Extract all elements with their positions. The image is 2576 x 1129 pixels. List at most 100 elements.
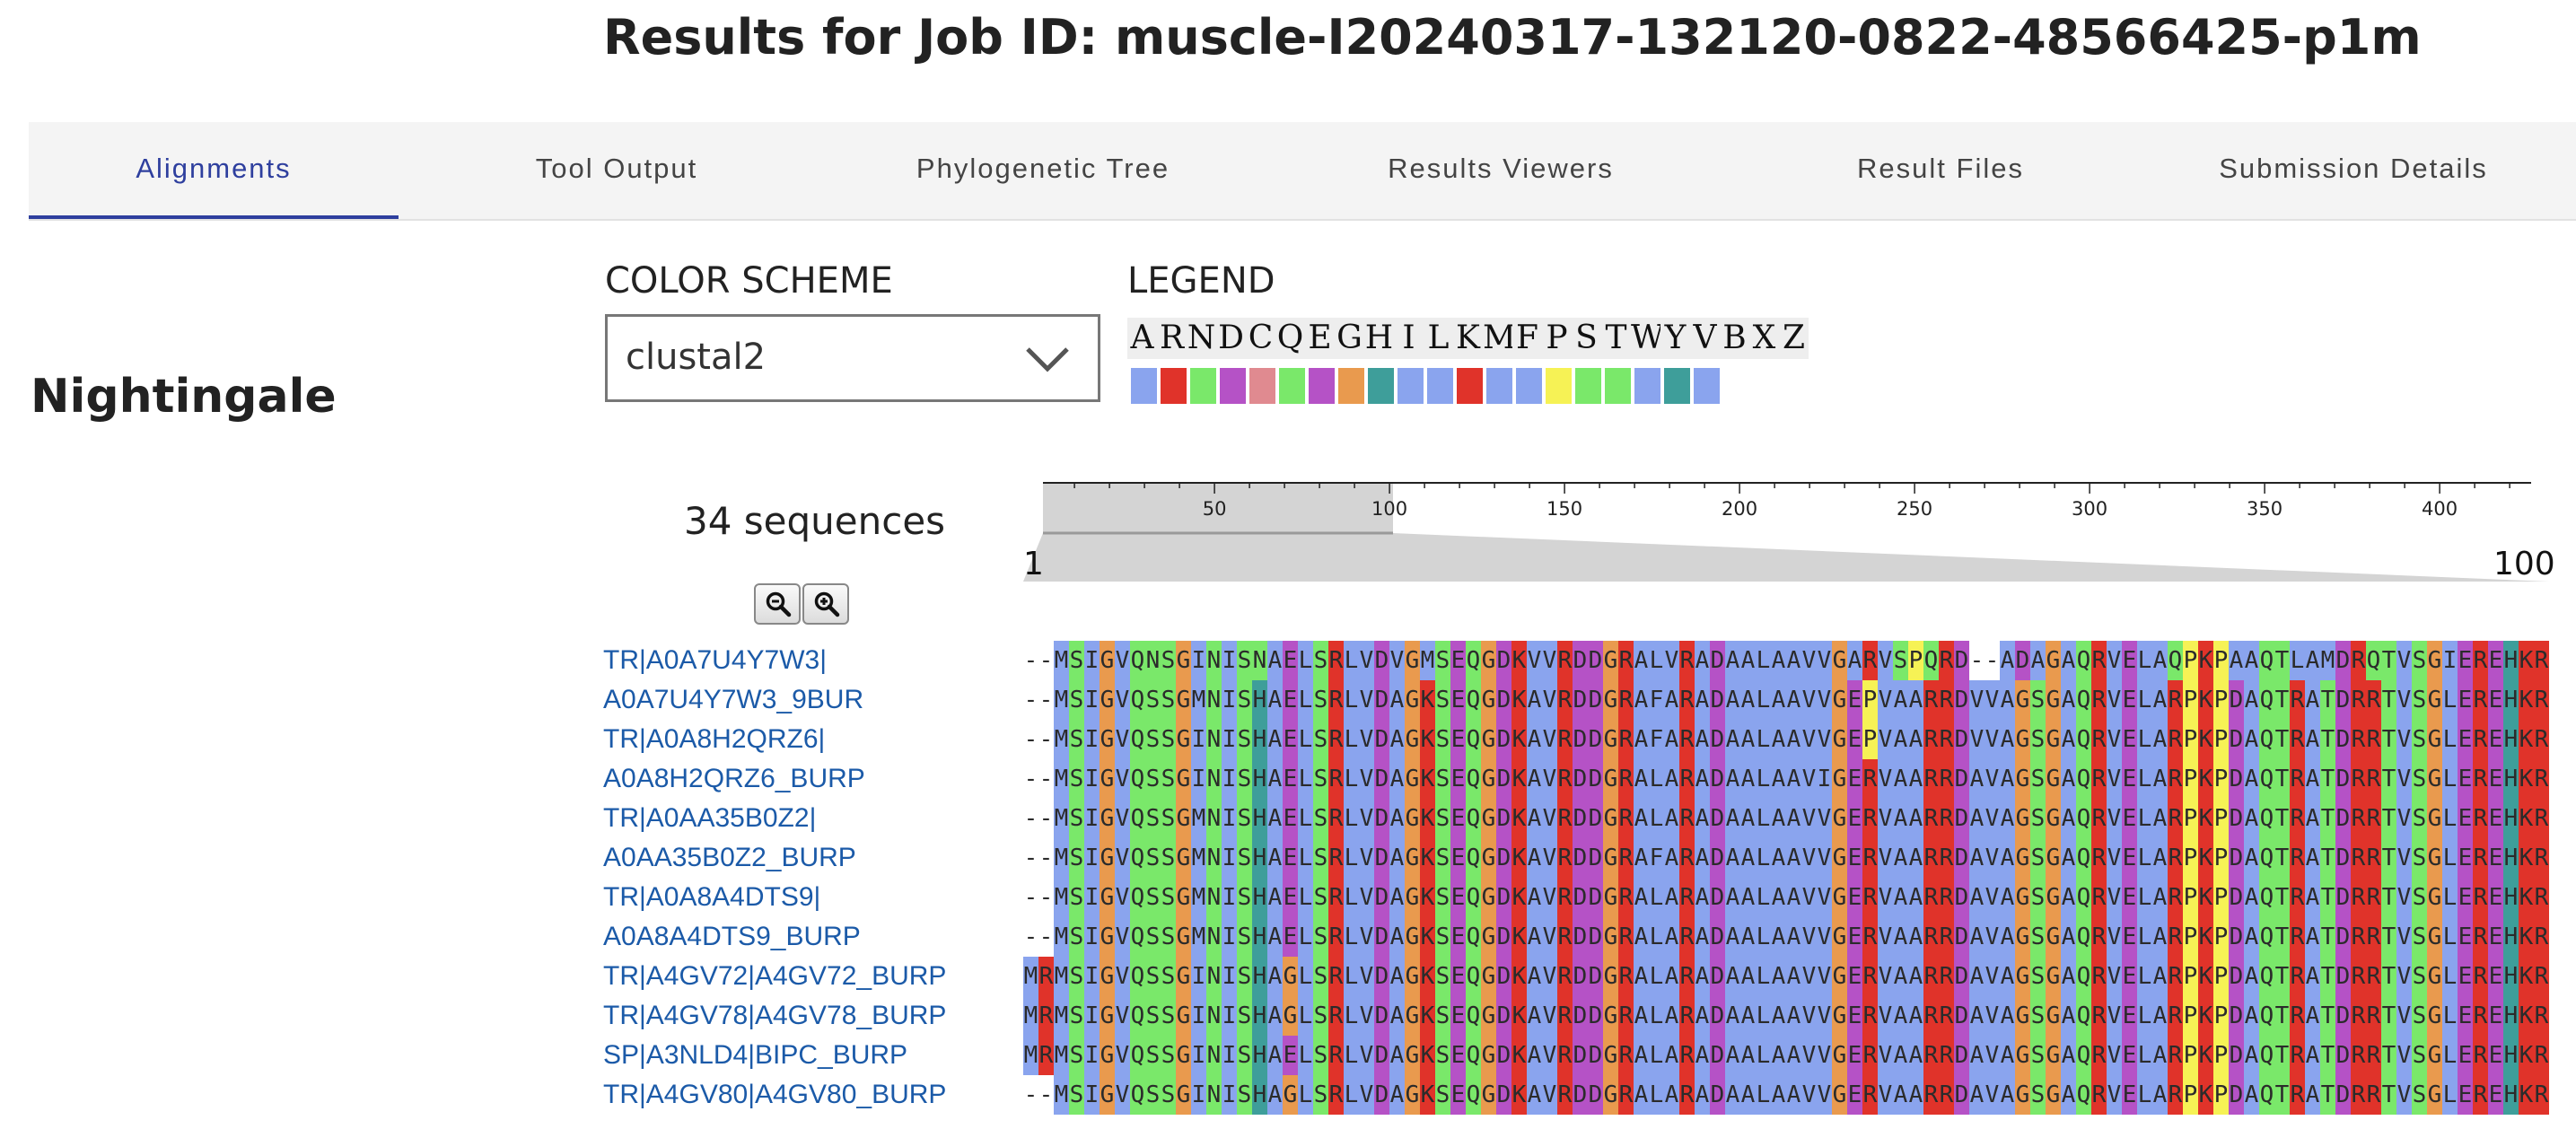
residue-cell: K: [1511, 799, 1527, 838]
sequence-name-link[interactable]: TR|A0A8H2QRZ6|: [603, 724, 826, 754]
sequence-name-link[interactable]: TR|A0AA35B0Z2|: [603, 803, 817, 833]
residue-cell: A: [1740, 838, 1756, 878]
residue-cell: Q: [2076, 878, 2091, 917]
residue-cell: E: [1450, 1075, 1466, 1115]
sequence-name-link[interactable]: TR|A0A7U4Y7W3|: [603, 645, 828, 675]
residue-cell: R: [2290, 1075, 2305, 1115]
residue-cell: A: [2152, 759, 2168, 799]
ruler-brush[interactable]: [1043, 483, 1393, 533]
residue-cell: V: [1985, 917, 2000, 957]
residue-cell: K: [1420, 720, 1435, 759]
residue-cell: A: [2244, 759, 2259, 799]
residue-cell: P: [2183, 917, 2198, 957]
zoom-in-button[interactable]: [802, 583, 849, 625]
tab-submission-details[interactable]: Submission Details: [2219, 153, 2488, 184]
residue-cell: L: [1344, 720, 1359, 759]
residue-cell: D: [1710, 680, 1725, 720]
navigation-ruler[interactable]: 50 100 150 200 250 300 350 400: [1023, 476, 2549, 597]
residue-cell: R: [1862, 1075, 1878, 1115]
residue-cell: A: [2305, 917, 2320, 957]
residue-cell: G: [1832, 878, 1847, 917]
tab-phylogenetic-tree[interactable]: Phylogenetic Tree: [916, 153, 1170, 184]
zoom-out-button[interactable]: [754, 583, 801, 625]
residue-cell: L: [1344, 1075, 1359, 1115]
residue-cell: R: [1862, 1036, 1878, 1075]
legend-letter: D: [1216, 318, 1246, 359]
sequence-name-link[interactable]: A0A7U4Y7W3_9BUR: [603, 685, 864, 714]
residue-cell: V: [1985, 957, 2000, 996]
residue-cell: V: [1817, 1075, 1832, 1115]
color-scheme-select[interactable]: clustal2: [605, 314, 1100, 402]
residue-cell: R: [2351, 1075, 2366, 1115]
residue-cell: S: [2030, 996, 2046, 1036]
residue-cell: Q: [1466, 1036, 1481, 1075]
residue-cell: E: [2458, 957, 2473, 996]
residue-cell: D: [1573, 799, 1588, 838]
residue-cell: A: [2000, 720, 2015, 759]
residue-cell: A: [1389, 838, 1405, 878]
legend-letter: A: [1127, 318, 1157, 359]
residue-cell: V: [2107, 878, 2122, 917]
residue-cell: G: [1603, 759, 1618, 799]
residue-cell: V: [2107, 641, 2122, 680]
residue-cell: A: [2244, 1036, 2259, 1075]
tab-alignments[interactable]: Alignments: [29, 122, 399, 219]
sequence-name-link[interactable]: SP|A3NLD4|BIPC_BURP: [603, 1040, 908, 1070]
legend-letter: T: [1601, 318, 1631, 359]
residue-cell: R: [1679, 838, 1695, 878]
residue-cell: Q: [2076, 720, 2091, 759]
sequence-name-link[interactable]: A0A8A4DTS9_BURP: [603, 922, 861, 951]
residue-cell: D: [1573, 759, 1588, 799]
residue-cell: A: [1786, 917, 1801, 957]
residue-cell: A: [2244, 957, 2259, 996]
legend-letter: W: [1631, 318, 1664, 359]
page-title: Results for Job ID: muscle-I20240317-132…: [603, 9, 2422, 66]
residue-cell: D: [1710, 720, 1725, 759]
residue-cell: A: [1908, 1075, 1923, 1115]
residue-cell: Q: [1130, 878, 1145, 917]
residue-cell: E: [2122, 1036, 2137, 1075]
residue-cell: S: [1145, 799, 1161, 838]
residue-cell: L: [2137, 1036, 2152, 1075]
tab-tool-output[interactable]: Tool Output: [535, 153, 698, 184]
residue-cell: T: [2274, 838, 2290, 878]
residue-cell: I: [1191, 1075, 1206, 1115]
tab-results-viewers[interactable]: Results Viewers: [1388, 153, 1614, 184]
sequence-name-link[interactable]: TR|A4GV80|A4GV80_BURP: [603, 1080, 947, 1109]
msa-alignment[interactable]: --MSIGVQNSGINISNAELSRLVDVGMSEQGDKVVRDDGR…: [1023, 641, 2549, 1116]
residue-cell: R: [1862, 917, 1878, 957]
tab-result-files[interactable]: Result Files: [1857, 153, 2024, 184]
residue-cell: A: [2061, 680, 2076, 720]
residue-cell: G: [2015, 680, 2030, 720]
residue-cell: R: [1679, 680, 1695, 720]
residue-cell: G: [2046, 996, 2061, 1036]
residue-cell: H: [2503, 957, 2519, 996]
residue-cell: M: [1054, 838, 1069, 878]
residue-cell: L: [1649, 1075, 1664, 1115]
sequence-name-link[interactable]: TR|A4GV78|A4GV78_BURP: [603, 1001, 947, 1030]
residue-cell: T: [2381, 957, 2396, 996]
residue-cell: R: [1557, 720, 1573, 759]
residue-cell: R: [1328, 957, 1344, 996]
residue-cell: S: [1435, 799, 1450, 838]
residue-cell: D: [1374, 917, 1389, 957]
residue-cell: V: [1985, 799, 2000, 838]
results-tab-bar: Alignments Tool Output Phylogenetic Tree…: [29, 122, 2576, 221]
sequence-name-link[interactable]: TR|A4GV72|A4GV72_BURP: [603, 961, 947, 991]
residue-cell: L: [2137, 799, 2152, 838]
residue-cell: Q: [2259, 996, 2274, 1036]
residue-cell: K: [1511, 641, 1527, 680]
residue-cell: A: [1389, 878, 1405, 917]
ruler-svg[interactable]: 50 100 150 200 250 300 350 400: [1023, 476, 2549, 592]
legend-swatch: [1457, 368, 1483, 404]
residue-cell: L: [2137, 720, 2152, 759]
legend-letter: X: [1749, 318, 1779, 359]
sequence-name-link[interactable]: A0AA35B0Z2_BURP: [603, 843, 856, 872]
residue-cell: D: [1954, 1075, 1969, 1115]
residue-cell: L: [1298, 641, 1313, 680]
residue-cell: A: [1634, 799, 1649, 838]
sequence-name-link[interactable]: TR|A0A8A4DTS9|: [603, 882, 821, 912]
residue-cell: R: [1923, 878, 1939, 917]
residue-cell: V: [1817, 641, 1832, 680]
sequence-name-link[interactable]: A0A8H2QRZ6_BURP: [603, 764, 865, 793]
